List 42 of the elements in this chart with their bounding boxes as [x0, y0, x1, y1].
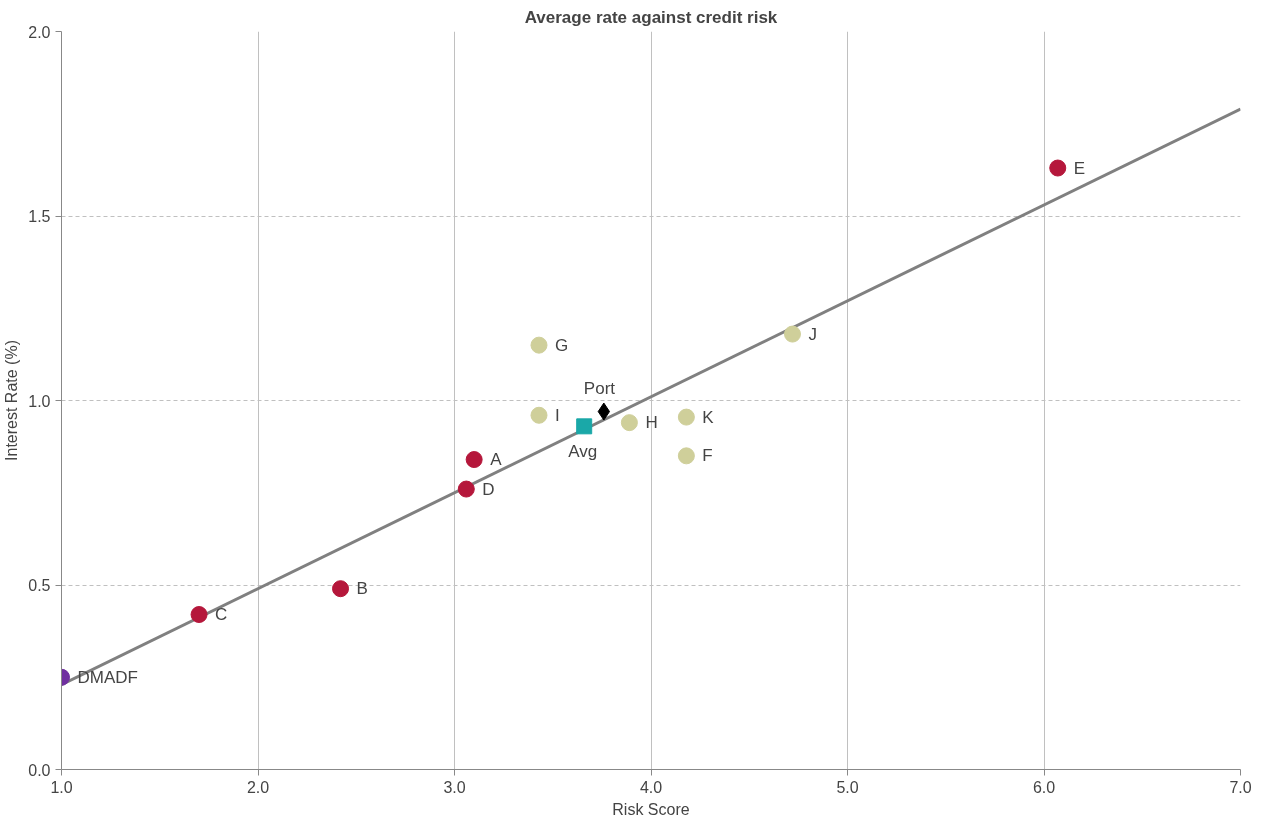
point: [465, 451, 483, 469]
x-tick-label: 5.0: [836, 778, 859, 796]
x-tick-label: 3.0: [443, 778, 466, 796]
chart-title: Average rate against credit risk: [524, 7, 778, 27]
annotation: D: [482, 479, 495, 499]
point: [597, 402, 611, 421]
point: [677, 447, 695, 465]
point: [783, 325, 801, 343]
y-axis-title: Interest Rate (%): [3, 340, 21, 461]
series-label: Port: [583, 378, 616, 398]
point: [190, 606, 208, 623]
annotation: B: [356, 579, 368, 599]
x-tick-label: 1.0: [50, 778, 73, 796]
annotation: I: [554, 405, 560, 425]
x-tick-label: 7.0: [1229, 778, 1252, 796]
point: [620, 414, 638, 432]
y-tick-label: 1.0: [28, 392, 51, 410]
annotation: C: [215, 605, 228, 625]
annotation: E: [1073, 158, 1086, 178]
point: [530, 406, 548, 424]
series-label: Avg: [568, 442, 598, 462]
annotation: H: [645, 413, 658, 433]
annotation: J: [808, 324, 817, 344]
annotation: DMADF: [77, 667, 138, 687]
annotation: F: [702, 446, 713, 466]
point: [1049, 159, 1067, 177]
point: [576, 418, 593, 435]
x-tick-label: 6.0: [1032, 778, 1056, 796]
annotation: A: [490, 450, 503, 470]
annotation: K: [702, 407, 715, 427]
y-tick-label: 0.0: [28, 761, 51, 779]
y-tick-label: 2.0: [28, 23, 51, 41]
point: [677, 408, 695, 426]
point: [457, 480, 475, 498]
annotation: G: [554, 335, 569, 355]
y-tick-label: 0.5: [28, 577, 51, 594]
x-tick-label: 2.0: [246, 778, 270, 796]
x-tick-label: 4.0: [639, 778, 663, 796]
point: [332, 580, 350, 598]
x-axis-title: Risk Score: [612, 800, 690, 818]
point: [530, 336, 548, 354]
y-tick-label: 1.5: [28, 208, 51, 225]
